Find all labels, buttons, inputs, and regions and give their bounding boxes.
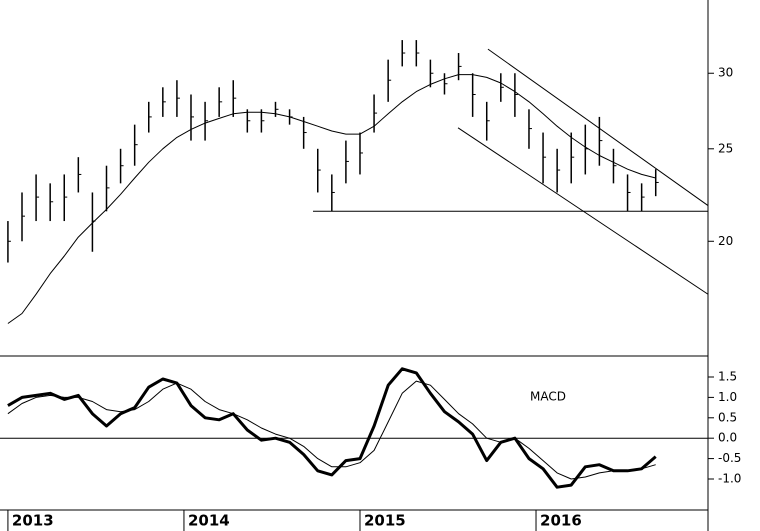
y-tick-label: 1.0: [718, 390, 737, 404]
y-tick-label: 0.5: [718, 410, 737, 424]
y-tick-label: 0.0: [718, 431, 737, 445]
y-tick-label: -0.5: [718, 451, 741, 465]
x-tick-label: 2013: [12, 512, 54, 530]
moving-average: [7, 74, 656, 324]
y-tick-label: 30: [718, 66, 733, 80]
y-tick-label: 1.5: [718, 369, 737, 383]
macd-line: [7, 380, 656, 480]
trend-line: [487, 48, 709, 206]
y-tick-label: -1.0: [718, 471, 741, 485]
macd-line: [7, 367, 657, 489]
x-tick-label: 2016: [540, 512, 582, 530]
y-tick-label: 25: [718, 141, 733, 155]
y-tick-label: 20: [718, 234, 733, 248]
macd-label: MACD: [530, 390, 566, 404]
x-tick-label: 2015: [364, 512, 406, 530]
x-tick-label: 2014: [188, 512, 230, 530]
